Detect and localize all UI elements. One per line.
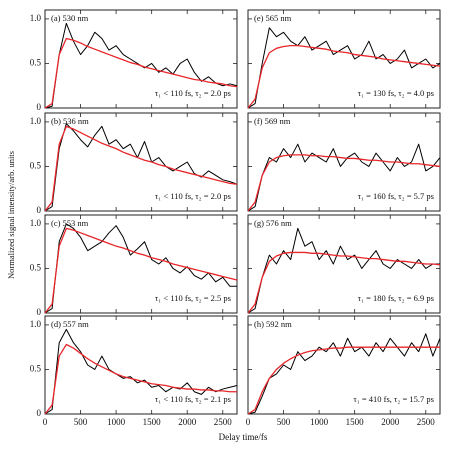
data-line <box>247 346 440 415</box>
x-tick-label: 1500 <box>346 417 365 427</box>
panel-frame <box>44 214 238 314</box>
x-tick-label: 2000 <box>381 417 400 427</box>
y-tick-label: 0.5 <box>30 364 42 374</box>
x-tick-label: 2500 <box>417 417 436 427</box>
data-line <box>247 44 441 109</box>
fit-annotation: τ₁ < 110 fs, τ₂ = 2.0 ps <box>155 88 231 98</box>
data-line <box>247 251 441 314</box>
x-tick-label: 500 <box>74 417 88 427</box>
data-line <box>44 125 238 212</box>
data-line <box>247 154 441 212</box>
fit-annotation: τ₁ = 130 fs, τ₂ = 4.0 ps <box>358 88 434 98</box>
data-line <box>247 227 440 314</box>
data-line <box>44 343 237 415</box>
fit-annotation: τ₁ < 110 fs, τ₂ = 2.0 ps <box>155 191 231 201</box>
panel-label: (d) 557 nm <box>51 319 89 329</box>
y-tick-label: 1.0 <box>30 13 42 23</box>
fit-annotation: τ₁ = 180 fs, τ₂ = 6.9 ps <box>358 293 434 303</box>
y-tick-label: 0.5 <box>30 161 42 171</box>
x-tick-label: 2500 <box>214 417 233 427</box>
y-tick-label: 1.0 <box>30 218 42 228</box>
panel-label: (b) 536 nm <box>51 116 89 126</box>
fit-annotation: τ₁ = 410 fs, τ₂ = 15.7 ps <box>353 394 434 404</box>
y-axis-label: Normalized signal intensity/arb. units <box>6 151 16 279</box>
fit-annotation: τ₁ < 110 fs, τ₂ = 2.1 ps <box>155 394 231 404</box>
panel-frame <box>247 315 441 415</box>
panel-frame <box>247 112 441 212</box>
fit-annotation: τ₁ < 110 fs, τ₂ = 2.5 ps <box>155 293 231 303</box>
panel-label: (c) 553 nm <box>51 218 89 228</box>
data-line <box>44 227 238 314</box>
y-tick-label: 0 <box>37 307 42 317</box>
fit-annotation: τ₁ = 160 fs, τ₂ = 5.7 ps <box>358 191 434 201</box>
x-tick-label: 1500 <box>143 417 162 427</box>
x-tick-label: 500 <box>277 417 291 427</box>
y-tick-label: 0 <box>37 102 42 112</box>
x-tick-label: 0 <box>43 417 48 427</box>
panel-frame <box>247 9 441 109</box>
x-tick-label: 1000 <box>107 417 126 427</box>
x-tick-label: 1000 <box>310 417 329 427</box>
data-line <box>247 27 441 109</box>
panel-frame <box>44 315 238 415</box>
panel-label: (h) 592 nm <box>254 319 292 329</box>
data-line <box>44 37 238 109</box>
panel-label: (f) 569 nm <box>254 116 291 126</box>
y-tick-label: 0 <box>37 408 42 418</box>
x-tick-label: 2000 <box>178 417 197 427</box>
data-line <box>247 143 441 212</box>
panel-label: (e) 565 nm <box>254 13 292 23</box>
y-tick-label: 0 <box>37 205 42 215</box>
panel-frame <box>44 112 238 212</box>
y-tick-label: 0.5 <box>30 263 42 273</box>
y-tick-label: 0.5 <box>30 58 42 68</box>
y-tick-label: 1.0 <box>30 319 42 329</box>
x-tick-label: 0 <box>246 417 251 427</box>
y-tick-label: 1.0 <box>30 116 42 126</box>
panel-frame <box>44 9 238 109</box>
data-line <box>44 223 237 314</box>
panel-label: (a) 530 nm <box>51 13 89 23</box>
data-line <box>44 123 238 212</box>
panel-label: (g) 576 nm <box>254 218 292 228</box>
x-axis-label: Delay time/fs <box>219 432 268 442</box>
